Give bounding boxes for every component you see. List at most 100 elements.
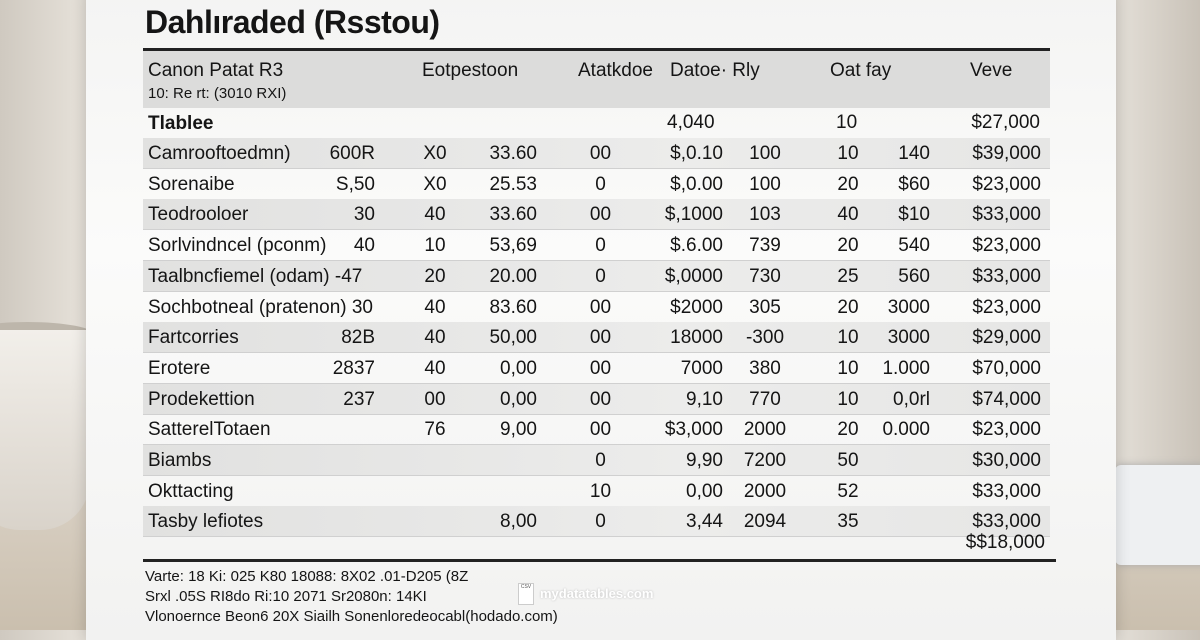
table-cell: 30 bbox=[353, 204, 375, 226]
footer-line: Vlonoernce Beon6 20X Siailh Sonenloredeo… bbox=[145, 608, 558, 625]
table-cell: 2837 bbox=[332, 357, 375, 379]
table-cell: 0,00 bbox=[500, 357, 537, 379]
table-cell: $33,000 bbox=[972, 265, 1041, 287]
table-row: Taalbncfiemel (odam) -47 20 20.00 0 $,0000 73… bbox=[143, 260, 1050, 292]
table-row: Prodekettion 237 00 0,00 00 9,10 770 10 0,0rl $74… bbox=[143, 383, 1050, 415]
table-cell: 50,00 bbox=[489, 327, 537, 349]
table-cell: 20 bbox=[837, 235, 859, 257]
table-cell: $29,000 bbox=[972, 327, 1041, 349]
section-value-1: 4,040 bbox=[667, 112, 715, 133]
table-cell: 770 bbox=[749, 388, 781, 410]
table-cell: 20 bbox=[837, 173, 859, 195]
table-cell: 380 bbox=[749, 357, 781, 379]
table-cell: 33.60 bbox=[489, 204, 537, 226]
table-cell: 20.00 bbox=[489, 265, 537, 287]
table-cell: 35 bbox=[837, 511, 859, 533]
table-cell: 2000 bbox=[743, 419, 787, 441]
table-row: Biambs 0 9,90 7200 50 $30,000 bbox=[143, 445, 1050, 476]
table-row: Teodrooloer 30 40 33.60 00 $,1000 103 40 $10 $33,… bbox=[143, 199, 1050, 231]
table-cell: $33,000 bbox=[972, 511, 1041, 533]
header-name-sub: 10: Re rt: (3010 RXI) bbox=[148, 85, 287, 102]
table-cell: 53,69 bbox=[489, 235, 537, 257]
table-cell: 50 bbox=[837, 450, 859, 471]
table-cell: 9,90 bbox=[686, 450, 723, 471]
table-cell: Sochbotneal (pratenon) 30 bbox=[148, 296, 373, 318]
table-cell: -300 bbox=[745, 327, 785, 349]
table-cell: 0 bbox=[595, 173, 606, 195]
table-cell: Taalbncfiemel (odam) -47 bbox=[148, 265, 363, 287]
table-cell: 40 bbox=[353, 235, 375, 257]
table-cell: 3000 bbox=[887, 327, 930, 349]
table-cell: 0,0rl bbox=[893, 388, 930, 410]
table-row: Fartcorries 82B 40 50,00 00 18000 -300 10 3000 $2… bbox=[143, 322, 1050, 354]
table-cell: 10 bbox=[589, 480, 612, 502]
table-cell: 00 bbox=[424, 388, 446, 410]
table-cell: X0 bbox=[423, 143, 447, 164]
background-bowl bbox=[0, 330, 90, 530]
table-cell: 52 bbox=[837, 480, 859, 502]
table-cell: 3000 bbox=[887, 296, 930, 318]
table-cell: $10 bbox=[898, 204, 930, 226]
bottom-rule bbox=[143, 559, 1056, 562]
table-cell: 0.000 bbox=[882, 419, 930, 441]
table-cell: Erotere bbox=[148, 357, 211, 379]
table-cell: 40 bbox=[424, 204, 446, 226]
table-cell: 76 bbox=[424, 419, 446, 441]
table-cell: $33,000 bbox=[972, 480, 1041, 502]
watermark: mydatatables.com bbox=[540, 586, 654, 601]
table-cell: 10 bbox=[837, 357, 859, 379]
table-cell: $.6.00 bbox=[670, 235, 723, 257]
table-cell: 25 bbox=[837, 265, 859, 287]
table-cell: 00 bbox=[589, 419, 612, 441]
header-name: Canon Patat R3 bbox=[148, 60, 284, 81]
table-cell: 0 bbox=[595, 511, 606, 533]
background-device bbox=[1115, 465, 1200, 565]
footer-line: Srxl .05S RI8do Ri:10 2071 Sr2080n: 14KI bbox=[145, 588, 427, 605]
table-cell: $,1000 bbox=[664, 204, 723, 226]
table-cell: $23,000 bbox=[972, 296, 1041, 318]
table-cell: 1.000 bbox=[882, 357, 930, 379]
table-cell: $70,000 bbox=[972, 357, 1041, 379]
table-cell: 540 bbox=[898, 235, 930, 257]
table-cell: 0 bbox=[595, 235, 606, 257]
csv-file-icon: CSV bbox=[518, 583, 534, 605]
table-row: Camrooftoedmn) 600R X0 33.60 00 $,0.10 100 10 14… bbox=[143, 138, 1050, 169]
table-cell: $2000 bbox=[670, 296, 723, 318]
table-cell: $74,000 bbox=[972, 388, 1041, 410]
table-cell: 600R bbox=[329, 143, 375, 164]
header-c: Atatkdoe bbox=[578, 60, 653, 81]
table-cell: S,50 bbox=[335, 173, 375, 195]
table-cell: 100 bbox=[749, 143, 781, 164]
table-cell: 0,00 bbox=[686, 480, 723, 502]
table-cell: 140 bbox=[898, 143, 930, 164]
table-row: Sochbotneal (pratenon) 30 40 83.60 00 $2000 3… bbox=[143, 292, 1050, 323]
grand-total: $$18,000 bbox=[965, 532, 1045, 553]
table-cell: Biambs bbox=[148, 450, 212, 471]
table-cell: 10 bbox=[837, 143, 859, 164]
table-cell: 560 bbox=[898, 265, 930, 287]
table-cell: 20 bbox=[837, 296, 859, 318]
table-cell: 18000 bbox=[670, 327, 723, 349]
table-cell: 10 bbox=[837, 388, 859, 410]
table-cell: 237 bbox=[343, 388, 375, 410]
table-cell: 7200 bbox=[743, 450, 787, 471]
table-cell: 9,10 bbox=[686, 388, 723, 410]
table-cell: 82B bbox=[341, 327, 375, 349]
table-cell: $,0.00 bbox=[670, 173, 723, 195]
table-cell: 00 bbox=[589, 388, 612, 410]
section-label: Tlablee bbox=[148, 113, 214, 134]
table-cell: Sorenaibe bbox=[148, 173, 235, 195]
header-d: Datoe· Rly bbox=[670, 60, 760, 81]
table-cell: $30,000 bbox=[972, 450, 1041, 471]
table-cell: 730 bbox=[749, 265, 781, 287]
table-cell: $23,000 bbox=[972, 173, 1041, 195]
table-cell: $3,000 bbox=[664, 419, 723, 441]
table-row: Tasby lefiotes 8,00 0 3,44 2094 35 $33,000 bbox=[143, 506, 1050, 538]
table-cell: 0 bbox=[595, 450, 606, 471]
table-cell: 10 bbox=[837, 327, 859, 349]
table-cell: $23,000 bbox=[972, 235, 1041, 257]
table-cell: 9,00 bbox=[500, 419, 537, 441]
table-cell: 103 bbox=[749, 204, 781, 226]
table-header bbox=[143, 51, 1050, 108]
table-cell: 33.60 bbox=[489, 143, 537, 164]
